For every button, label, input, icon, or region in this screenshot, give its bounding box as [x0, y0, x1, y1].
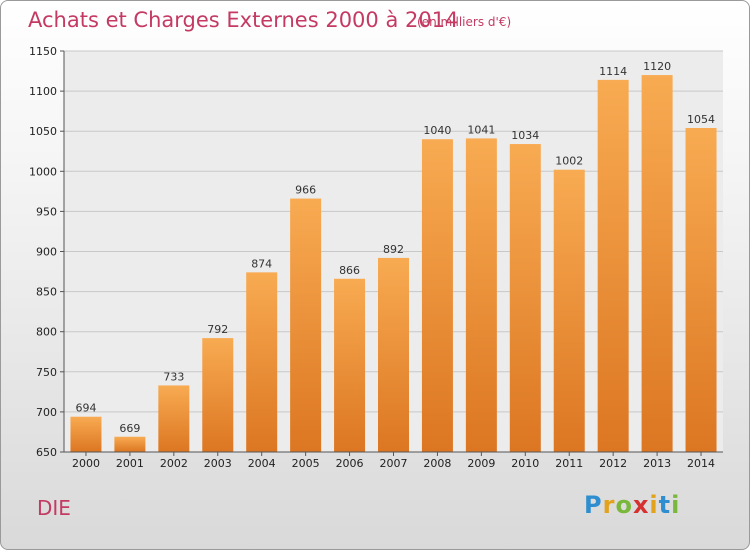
data-label: 892 — [383, 243, 404, 256]
x-tick-label: 2000 — [72, 457, 100, 470]
y-tick-label: 1100 — [29, 85, 57, 98]
x-tick-label: 2004 — [248, 457, 276, 470]
unit-note: (en milliers d'€) — [417, 15, 512, 29]
y-tick-label: 850 — [36, 286, 57, 299]
bar-2006 — [334, 278, 366, 452]
data-label: 1114 — [599, 65, 627, 78]
proxiti-logo: Proxiti — [584, 491, 681, 519]
bar-2012 — [597, 79, 629, 452]
bar-2009 — [465, 138, 497, 452]
data-label: 1054 — [687, 113, 715, 126]
x-tick-label: 2005 — [292, 457, 320, 470]
y-tick-label: 1150 — [29, 45, 57, 58]
y-tick-label: 650 — [36, 446, 57, 459]
data-label: 966 — [295, 184, 316, 197]
data-label: 1002 — [555, 155, 583, 168]
x-tick-label: 2008 — [423, 457, 451, 470]
x-tick-label: 2013 — [643, 457, 671, 470]
x-tick-label: 2014 — [687, 457, 715, 470]
bar-2003 — [202, 338, 234, 452]
bar-2004 — [246, 272, 278, 452]
bar-2013 — [641, 75, 673, 452]
data-label: 1040 — [423, 124, 451, 137]
y-tick-label: 950 — [36, 205, 57, 218]
place-name: DIE — [37, 496, 71, 520]
data-label: 1034 — [511, 129, 539, 142]
x-tick-label: 2001 — [116, 457, 144, 470]
data-label: 669 — [119, 422, 140, 435]
x-tick-label: 2012 — [599, 457, 627, 470]
bar-2002 — [158, 385, 190, 452]
chart-title: Achats et Charges Externes 2000 à 2014 — [28, 8, 459, 32]
y-tick-label: 700 — [36, 406, 57, 419]
y-tick-label: 800 — [36, 326, 57, 339]
y-tick-label: 1000 — [29, 165, 57, 178]
y-tick-label: 1050 — [29, 125, 57, 138]
bar-2008 — [421, 139, 453, 452]
bar-2007 — [378, 257, 409, 452]
x-tick-label: 2007 — [380, 457, 408, 470]
x-tick-label: 2003 — [204, 457, 232, 470]
data-label: 1120 — [643, 60, 671, 73]
bar-2010 — [509, 144, 541, 453]
bar-2011 — [553, 169, 585, 453]
x-tick-label: 2006 — [336, 457, 364, 470]
data-label: 694 — [75, 402, 96, 415]
y-tick-label: 900 — [36, 246, 57, 259]
x-tick-label: 2002 — [160, 457, 188, 470]
data-label: 792 — [207, 323, 228, 336]
data-label: 874 — [251, 257, 272, 270]
y-tick-label: 750 — [36, 366, 57, 379]
x-tick-label: 2011 — [555, 457, 583, 470]
data-label: 733 — [163, 370, 184, 383]
data-label: 866 — [339, 264, 360, 277]
x-tick-label: 2009 — [467, 457, 495, 470]
bar-2005 — [290, 198, 322, 452]
x-tick-label: 2010 — [511, 457, 539, 470]
bar-2001 — [114, 436, 146, 452]
data-label: 1041 — [467, 123, 495, 136]
bar-2000 — [70, 416, 102, 452]
bar-2014 — [685, 127, 717, 452]
